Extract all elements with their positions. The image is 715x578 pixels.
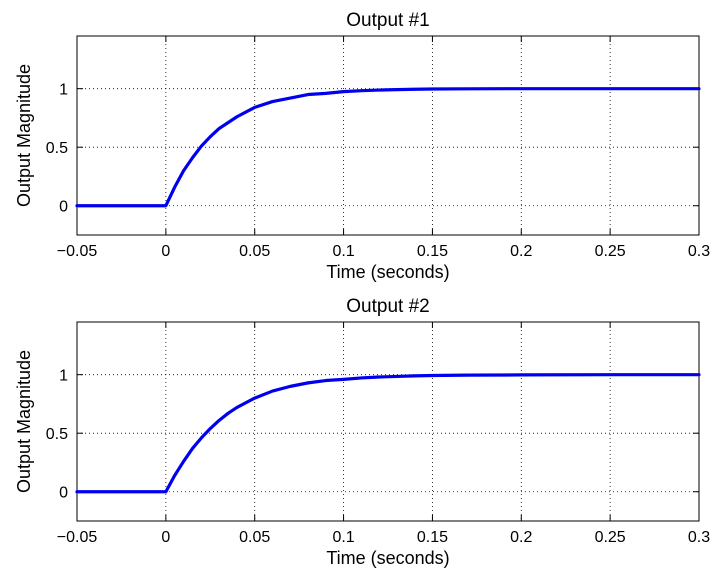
x-tick-label: 0.05 [239, 529, 270, 546]
y-tick-label: 0 [59, 485, 68, 502]
x-tick-label: 0.3 [688, 243, 710, 260]
x-axis-label: Time (seconds) [326, 548, 449, 568]
y-tick-label: 1 [59, 82, 68, 99]
y-tick-label: 0 [59, 199, 68, 216]
y-tick-label: 0.5 [46, 426, 68, 443]
x-tick-label: −0.05 [57, 529, 98, 546]
x-tick-label: 0.2 [510, 529, 532, 546]
subplot-1: −0.05 0 0.05 0.1 0.15 0.2 0.25 0.3 0 0.5 1 Output #… [14, 10, 710, 282]
x-tick-label: 0.25 [595, 529, 626, 546]
x-tick-label: 0.1 [332, 243, 354, 260]
x-tick-label: 0.15 [417, 243, 448, 260]
x-tick-label: 0.25 [595, 243, 626, 260]
x-tick-label: 0 [161, 529, 170, 546]
x-tick-label: 0.05 [239, 243, 270, 260]
plot-frame [76, 35, 700, 236]
plot-frame [76, 321, 700, 522]
step-response-line [75, 87, 701, 208]
step-response-line [75, 373, 701, 494]
x-tick-label: 0.2 [510, 243, 532, 260]
y-axis-label: Output Magnitude [14, 350, 34, 493]
x-tick-label: −0.05 [57, 243, 98, 260]
x-tick-label: 0.15 [417, 529, 448, 546]
x-tick-label: 0.1 [332, 529, 354, 546]
x-tick-label: 0 [161, 243, 170, 260]
chart-title: Output #2 [346, 296, 429, 317]
y-axis-label: Output Magnitude [14, 64, 34, 207]
y-tick-label: 0.5 [46, 140, 68, 157]
chart-title: Output #1 [346, 10, 429, 31]
subplot-2: −0.05 0 0.05 0.1 0.15 0.2 0.25 0.3 0 0.5 1 Output #… [14, 296, 710, 568]
x-axis-label: Time (seconds) [326, 262, 449, 282]
y-tick-label: 1 [59, 368, 68, 385]
x-tick-label: 0.3 [688, 529, 710, 546]
